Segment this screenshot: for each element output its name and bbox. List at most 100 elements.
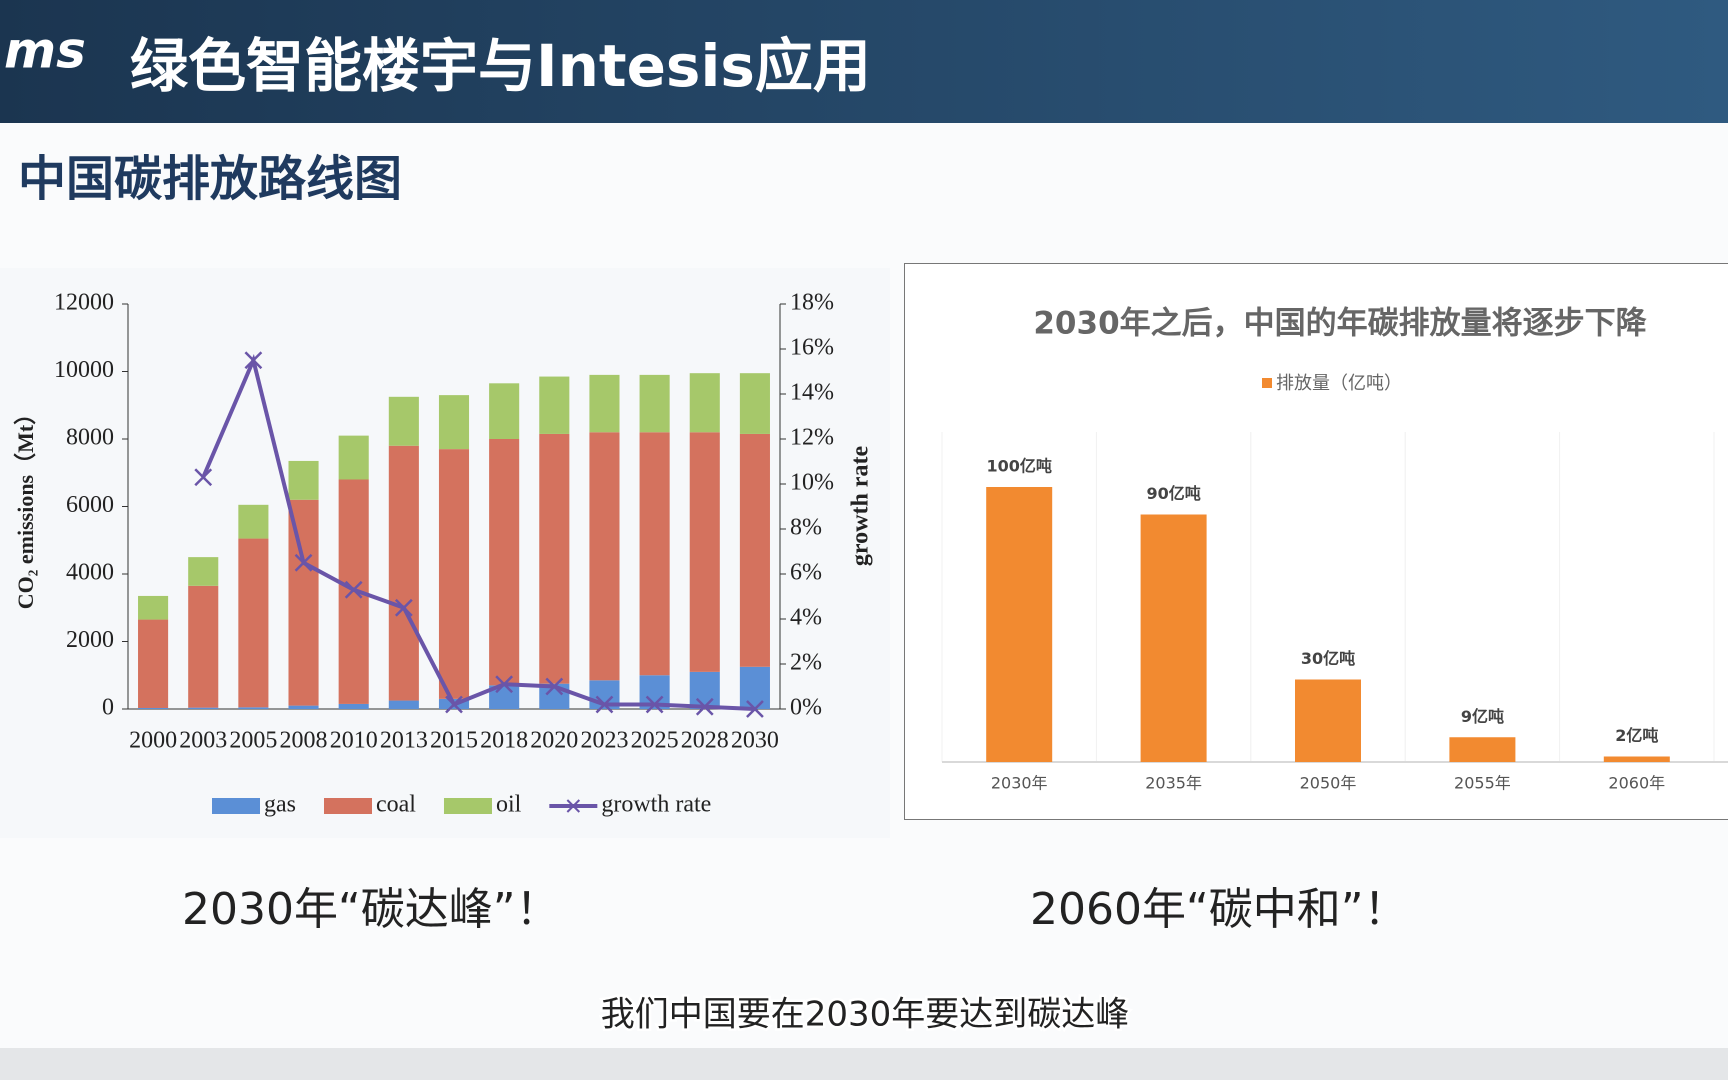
y2-tick-label: 0% (790, 695, 822, 721)
line-marker (545, 677, 564, 696)
line-marker (344, 580, 363, 599)
value-label: 2亿吨 (1615, 726, 1658, 745)
caption: 2030年“碳达峰”！ (182, 884, 560, 935)
legend-swatch (324, 798, 372, 814)
bar (1295, 679, 1361, 762)
legend-label: oil (496, 792, 522, 818)
y-tick-label: 10000 (54, 357, 114, 383)
y-tick-label: 8000 (66, 425, 114, 451)
line-marker (746, 700, 764, 718)
line-marker (445, 695, 463, 714)
bar-segment (288, 705, 319, 709)
slide-title: 中国碳排放路线图 (18, 151, 402, 207)
bar-segment (639, 374, 670, 433)
chart-title: 2030年之后，中国的年碳排放量将逐步下降 (1033, 306, 1647, 342)
value-label: 90亿吨 (1146, 484, 1200, 503)
bar-segment (689, 671, 720, 709)
line-marker (695, 697, 714, 716)
bar-segment (438, 449, 470, 699)
y2-axis-label: growth rate (848, 446, 874, 567)
x-tick-label: 2015 (430, 728, 478, 754)
bottom-bar (0, 1048, 1728, 1080)
bar-segment (539, 433, 570, 684)
x-tick-label: 2055年 (1454, 774, 1511, 793)
bar-segment (238, 504, 269, 539)
legend-label: coal (376, 792, 416, 818)
bar-segment (238, 538, 269, 708)
bar-segment (489, 383, 520, 439)
legend-label: 排放量（亿吨） (1276, 373, 1402, 394)
y-tick-label: 6000 (66, 492, 114, 518)
bar-segment (489, 439, 520, 686)
bar-segment (739, 433, 770, 667)
legend-label: growth rate (601, 792, 711, 818)
legend-swatch (443, 798, 492, 814)
bar-segment (138, 619, 169, 708)
legend-swatch (566, 799, 581, 813)
y2-tick-label: 10% (790, 470, 834, 496)
bar-segment (438, 395, 470, 450)
bar-segment (338, 435, 369, 480)
line-marker (495, 675, 514, 694)
bar-segment (388, 700, 419, 709)
bar-segment (138, 595, 169, 620)
x-tick-label: 2035年 (1145, 774, 1202, 793)
bar (1449, 737, 1516, 762)
value-label: 9亿吨 (1461, 707, 1504, 726)
x-tick-label: 2030年 (991, 774, 1048, 793)
caption: 2060年“碳中和”！ (1030, 884, 1408, 935)
bar-segment (238, 707, 269, 709)
value-label: 30亿吨 (1301, 649, 1355, 668)
x-tick-label: 2060年 (1608, 774, 1665, 793)
bar-segment (288, 460, 319, 500)
y2-tick-label: 8% (790, 515, 822, 541)
x-tick-label: 2010 (330, 728, 378, 754)
header-band (0, 0, 1728, 123)
y-tick-label: 0 (102, 695, 114, 721)
y2-tick-label: 14% (790, 380, 834, 406)
x-tick-label: 2003 (179, 728, 227, 754)
legend-swatch (1262, 378, 1272, 388)
bar-segment (388, 396, 419, 446)
bar (1140, 514, 1207, 762)
bar-segment (338, 703, 369, 709)
bar-segment (689, 432, 720, 672)
bar-segment (539, 376, 570, 434)
line-marker (394, 598, 413, 617)
bar-segment (739, 666, 770, 709)
bar-segment (589, 374, 620, 433)
bar-segment (589, 432, 620, 681)
logo: ms (4, 22, 86, 80)
x-tick-label: 2000 (129, 728, 177, 754)
y2-tick-label: 2% (790, 650, 822, 676)
bar-segment (188, 585, 219, 708)
bar-segment (188, 557, 219, 586)
y-tick-label: 4000 (66, 560, 114, 586)
bar-segment (739, 373, 770, 434)
bar-segment (639, 432, 670, 676)
y2-tick-label: 4% (790, 605, 822, 631)
line-marker (595, 695, 614, 714)
x-tick-label: 2018 (480, 728, 528, 754)
y-axis-label: CO₂ emissions（Mt） (13, 403, 38, 609)
x-tick-label: 2013 (380, 728, 428, 754)
value-label: 100亿吨 (986, 457, 1051, 476)
bar (1603, 756, 1670, 762)
y2-tick-label: 16% (790, 335, 834, 361)
line-marker (244, 351, 263, 370)
y2-tick-label: 12% (790, 425, 834, 451)
legend-label: gas (264, 792, 296, 818)
x-tick-label: 2005 (229, 728, 277, 754)
x-tick-label: 2028 (681, 728, 729, 754)
line (201, 353, 756, 711)
y-tick-label: 2000 (66, 627, 114, 653)
y2-tick-label: 6% (790, 560, 822, 586)
x-tick-label: 2020 (530, 728, 578, 754)
legend-swatch (212, 798, 260, 814)
bar-segment (388, 445, 419, 701)
x-tick-label: 2023 (580, 728, 628, 754)
bar-segment (188, 707, 219, 709)
x-tick-label: 2025 (631, 728, 679, 754)
